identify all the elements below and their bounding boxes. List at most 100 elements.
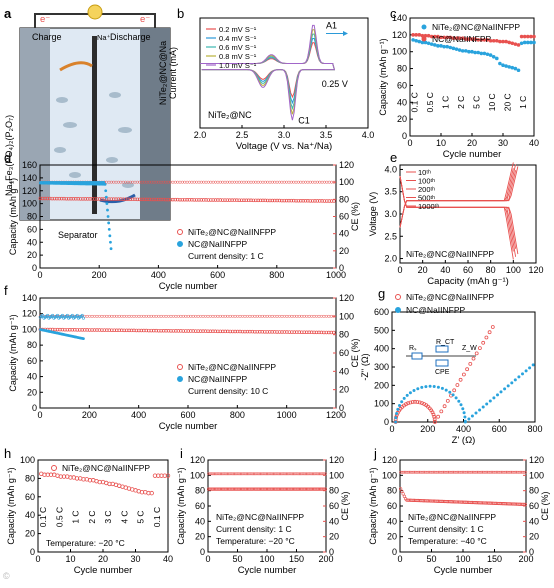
ce-point-red-f — [241, 314, 244, 318]
nyquist-point-red — [458, 377, 463, 382]
panel-letter-j: j — [373, 446, 377, 461]
nyquist-point-blue — [462, 411, 466, 415]
nyquist-point-red — [484, 335, 489, 340]
xtick-label-d: 800 — [269, 270, 284, 280]
rate-point-c — [436, 34, 440, 39]
ytick-label-g: 400 — [374, 344, 389, 354]
nyquist-point-red — [471, 356, 476, 361]
nyquist-point-red — [410, 400, 415, 404]
rate-point-c — [451, 46, 456, 51]
rate-label-h: 0.1 C — [38, 507, 48, 527]
ce-point-red-d — [251, 180, 255, 184]
capacity-point-red-d — [254, 198, 258, 203]
nyquist-point-blue — [510, 381, 514, 385]
ce-point-red-f — [287, 314, 291, 318]
ce-point-red-d — [204, 180, 208, 184]
rate-point-c — [510, 65, 515, 70]
ce-point-red-d — [202, 180, 206, 184]
rate-point-c — [467, 37, 471, 41]
capacity-point-red-d — [230, 198, 234, 202]
capacity-point-red-d — [52, 196, 57, 201]
capacity-point-red-d — [303, 199, 308, 203]
nyquist-point-red — [417, 400, 422, 405]
ce-point-red-f — [216, 314, 220, 318]
ytick-label-f: 100 — [22, 324, 37, 334]
ce-point-red-d — [225, 180, 229, 184]
ytick-label-j: 60 — [387, 501, 397, 511]
legend-label-b: 0.6 mV S⁻¹ — [219, 43, 257, 52]
circuit-rs — [411, 352, 423, 360]
nyquist-point-blue — [402, 396, 406, 400]
nyquist-point-blue — [499, 390, 503, 394]
capacity-point-red-d — [180, 197, 185, 202]
ytick-label-c: 120 — [392, 30, 407, 40]
ce-point-red-d — [178, 180, 182, 184]
y2tick-label-i: 100 — [329, 470, 344, 480]
xtick-label-b: 3.5 — [320, 130, 333, 140]
ytick-label-i: 20 — [195, 532, 205, 542]
legend-label-e: 100ᵗʰ — [418, 177, 435, 186]
capacity-point-red-d — [265, 198, 270, 203]
nyquist-point-red — [468, 361, 473, 366]
ce-point-red-f — [115, 314, 119, 318]
rate-label-c: 5 C — [472, 96, 482, 109]
ytick-label-c: 40 — [397, 97, 407, 107]
ylabel-d: Capacity (mAh g⁻¹) — [8, 178, 18, 255]
nyquist-point-blue — [432, 385, 436, 388]
ytick-label-e: 2.5 — [384, 231, 397, 241]
capacity-point-red-d — [242, 198, 246, 202]
capacity-point-red-d — [85, 197, 90, 201]
rate-label-c: 20 C — [503, 93, 513, 111]
rate-point-c — [513, 66, 518, 71]
sodium-ion-label: Na⁺ — [97, 33, 111, 42]
rate-point-c — [457, 36, 462, 41]
legend-label-h: NiTe₂@NC@NaIINFPP — [62, 463, 150, 473]
xtick-label-d: 200 — [92, 270, 107, 280]
ce-point-red-f — [327, 314, 331, 318]
ce-point-i — [322, 472, 326, 476]
ytick-label-h: 0 — [30, 547, 35, 557]
nyquist-point-blue — [521, 372, 524, 376]
legend-label-b: 0.8 mV S⁻¹ — [219, 52, 257, 61]
panel-a-letter: a — [4, 6, 12, 21]
ce-point-red-d — [247, 180, 251, 184]
capacity-point-red-d — [178, 197, 182, 202]
xtick-label-f: 1200 — [326, 410, 346, 420]
y2label-d: CE (%) — [350, 202, 360, 231]
rate-point-c — [516, 43, 521, 47]
ce-point-red-f — [307, 314, 311, 318]
xtick-label-f: 200 — [82, 410, 97, 420]
capacity-point-j — [400, 489, 404, 493]
legend-label-d: NC@NaIINFPP — [188, 239, 247, 249]
circuit-label-rs: Rₛ — [409, 345, 417, 352]
rate-point-c — [451, 36, 456, 41]
nyquist-point-red — [439, 409, 444, 414]
xtick-label-h: 20 — [98, 554, 108, 564]
capacity-point-red-d — [325, 199, 329, 203]
ce-point-red-d — [214, 180, 217, 184]
rate-label-h: 3 C — [103, 510, 113, 523]
ce-point-red-d — [195, 180, 199, 184]
rate-point-c — [423, 40, 428, 45]
xtick-label-e: 0 — [397, 265, 402, 275]
nyquist-point-red — [431, 412, 436, 417]
rate-label-h: 1 C — [71, 510, 81, 523]
rate-label-c: 0.5 C — [425, 92, 435, 112]
ce-point-red-d — [197, 180, 201, 184]
y2tick-label-i: 80 — [329, 486, 339, 496]
xtick-label-i: 0 — [205, 554, 210, 564]
ce-point-red-f — [273, 314, 277, 318]
note-j: NiTe₂@NC@NaIINFPP — [408, 512, 496, 522]
ytick-label-d: 160 — [22, 160, 37, 170]
y2label-j: CE (%) — [540, 491, 550, 520]
capacity-point-red-d — [280, 198, 284, 203]
capacity-point-red-d — [175, 197, 180, 202]
ce-point-red-f — [167, 314, 170, 318]
rate-point-c — [504, 39, 508, 44]
capacity-point-red-d — [76, 197, 80, 201]
xtick-label-g: 400 — [456, 424, 471, 434]
ce-point-red-f — [194, 314, 198, 318]
nyquist-point-red — [408, 400, 413, 405]
capacity-point-red-d — [40, 196, 45, 201]
ytick-label-d: 100 — [22, 199, 37, 209]
